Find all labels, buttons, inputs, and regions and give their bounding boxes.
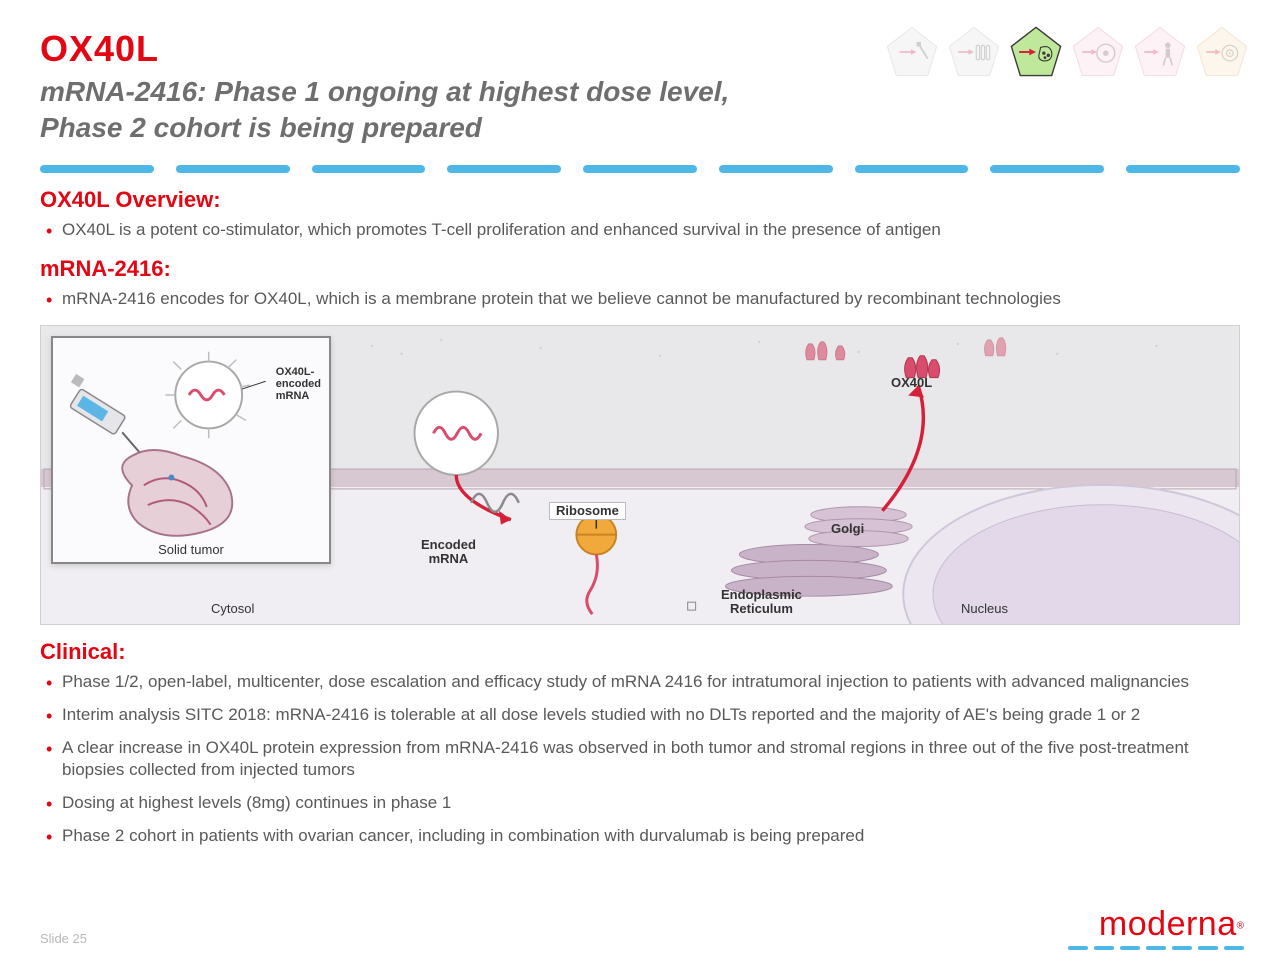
pentagon-person-icon (1132, 24, 1188, 80)
clinical-bullet-2: Interim analysis SITC 2018: mRNA-2416 is… (40, 704, 1240, 727)
mrna-bullets: mRNA-2416 encodes for OX40L, which is a … (40, 288, 1240, 311)
pentagon-vials-icon (946, 24, 1002, 80)
clinical-bullets: Phase 1/2, open-label, multicenter, dose… (40, 671, 1240, 849)
inset-label-mrna: OX40L- encoded mRNA (276, 366, 321, 402)
inset-label-tumor: Solid tumor (53, 543, 329, 557)
diagram-inset: OX40L- encoded mRNA Solid tumor (51, 336, 331, 564)
pentagon-virus-icon (1008, 24, 1064, 80)
label-ox40l: OX40L (891, 376, 932, 390)
pentagon-cell-cycle-icon (1070, 24, 1126, 80)
mechanism-diagram: OX40L Ribosome Encoded mRNA Golgi Endopl… (40, 325, 1240, 625)
slide-header: OX40L mRNA-2416: Phase 1 ongoing at high… (0, 0, 1280, 147)
clinical-bullet-3: A clear increase in OX40L protein expres… (40, 737, 1240, 783)
mrna-heading: mRNA-2416: (40, 256, 1240, 282)
logo-registered-icon: ® (1237, 921, 1244, 932)
slide-subtitle: mRNA-2416: Phase 1 ongoing at highest do… (40, 74, 1240, 147)
modality-pentagon-nav (884, 24, 1250, 80)
pentagon-syringe-icon (884, 24, 940, 80)
clinical-heading: Clinical: (40, 639, 1240, 665)
mrna-bullet-1: mRNA-2416 encodes for OX40L, which is a … (40, 288, 1240, 311)
slide-number: Slide 25 (40, 931, 87, 946)
clinical-bullet-5: Phase 2 cohort in patients with ovarian … (40, 825, 1240, 848)
pentagon-target-cell-icon (1194, 24, 1250, 80)
clinical-bullet-1: Phase 1/2, open-label, multicenter, dose… (40, 671, 1240, 694)
overview-bullet-1: OX40L is a potent co-stimulator, which p… (40, 219, 1240, 242)
label-cytosol: Cytosol (211, 602, 254, 616)
overview-bullets: OX40L is a potent co-stimulator, which p… (40, 219, 1240, 242)
subtitle-line-2: Phase 2 cohort is being prepared (40, 112, 482, 143)
clinical-bullet-4: Dosing at highest levels (8mg) continues… (40, 792, 1240, 815)
overview-heading: OX40L Overview: (40, 187, 1240, 213)
label-ribosome: Ribosome (549, 502, 626, 520)
subtitle-line-1: mRNA-2416: Phase 1 ongoing at highest do… (40, 76, 729, 107)
slide-body: OX40L Overview: OX40L is a potent co-sti… (0, 187, 1280, 849)
label-golgi: Golgi (831, 522, 864, 536)
label-nucleus: Nucleus (961, 602, 1008, 616)
logo-dashes (1068, 946, 1244, 950)
logo-text: moderna (1099, 905, 1237, 943)
moderna-logo: moderna® (1068, 905, 1244, 950)
label-encoded-mrna: Encoded mRNA (421, 538, 476, 567)
label-er: Endoplasmic Reticulum (721, 588, 802, 617)
dashed-divider (40, 165, 1240, 173)
